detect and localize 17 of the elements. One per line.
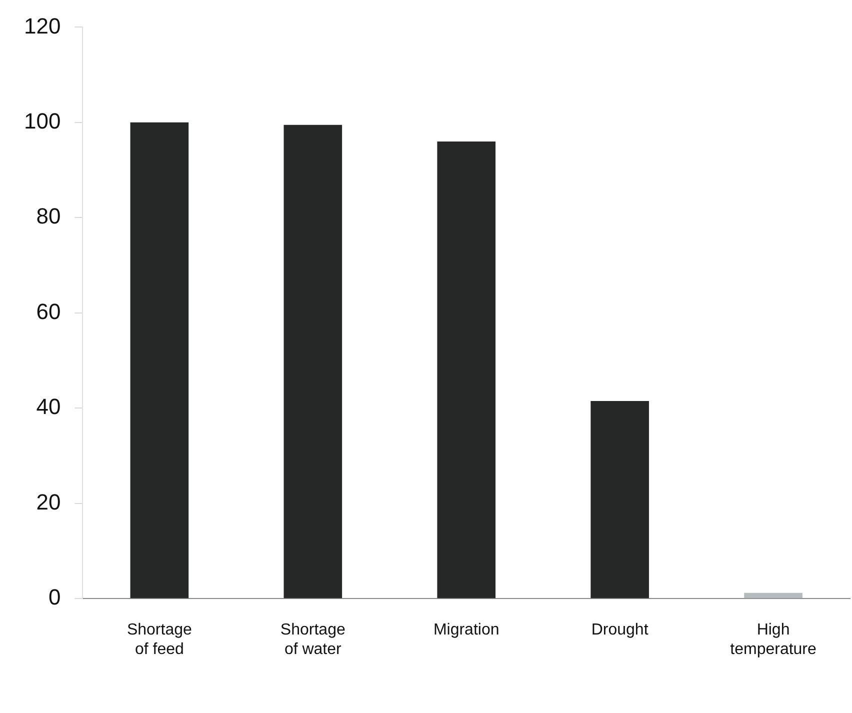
y-tick-label: 40 xyxy=(36,394,61,420)
x-tick-label: Migration xyxy=(433,622,500,639)
y-tick-label: 80 xyxy=(36,204,61,229)
y-tick-label: 60 xyxy=(36,298,61,324)
bar xyxy=(284,124,342,598)
y-tick-label: 0 xyxy=(48,584,61,610)
bar xyxy=(130,122,189,598)
bar xyxy=(744,592,802,598)
x-tick-label: Shortage of water xyxy=(280,622,346,658)
y-tick-label: 20 xyxy=(36,489,61,514)
y-tick-label: 100 xyxy=(24,108,61,134)
x-tick-label: Shortage of feed xyxy=(126,622,192,658)
bar xyxy=(437,141,496,598)
y-tick-label: 120 xyxy=(24,13,61,38)
x-tick-label: High temperature xyxy=(730,622,817,658)
x-tick-label: Drought xyxy=(591,622,649,639)
bar xyxy=(590,400,649,598)
